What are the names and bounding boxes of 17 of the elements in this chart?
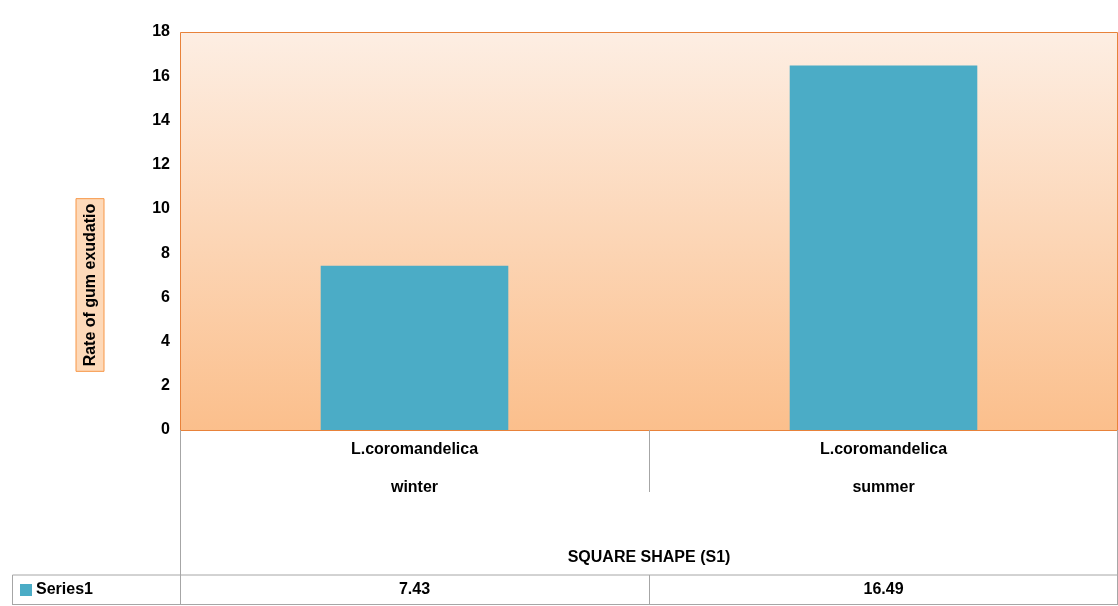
y-tick-label: 10 [152,199,171,217]
y-axis-title: Rate of gum exudatio [81,203,99,367]
y-tick-label: 14 [152,110,171,128]
category-label: L.coromandelica summer [819,440,948,496]
y-tick-label: 2 [161,376,171,394]
y-tick-label: 18 [152,22,171,40]
text: SQUARE SHAPE (S1) [567,548,731,566]
legend-label: Series1 [36,580,94,598]
y-tick-label: 4 [161,331,171,349]
y-tick-label: 8 [161,243,171,261]
y-tick-label: 16 [152,66,171,84]
category-label: L.coromandelica winter [350,440,479,496]
y-tick-label: 6 [161,287,171,305]
y-tick-label: 12 [152,155,171,173]
data-label: 16.49 [863,580,904,598]
y-tick-label: 0 [161,420,171,438]
data-label: 7.43 [398,580,431,598]
